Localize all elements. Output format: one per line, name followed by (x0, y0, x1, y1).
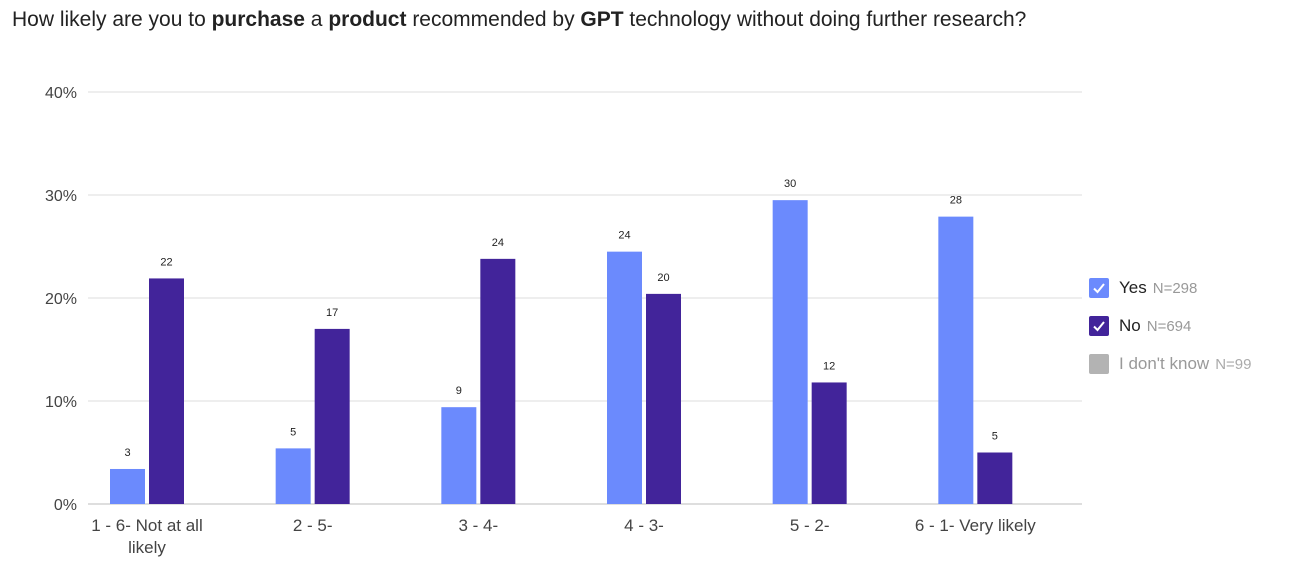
legend-item-yes[interactable]: Yes N=298 (1089, 277, 1251, 299)
x-tick-label: 2 - 5- (293, 516, 333, 535)
x-tick-label: 5 - 2- (790, 516, 830, 535)
data-label: 22 (160, 256, 172, 268)
bar-yes (110, 468, 145, 504)
y-tick-label: 30% (45, 188, 77, 205)
data-label: 5 (290, 426, 296, 438)
legend-count: N=99 (1215, 355, 1252, 373)
data-label: 24 (618, 230, 630, 242)
bar-no (977, 452, 1013, 504)
legend-count: N=298 (1152, 279, 1198, 297)
data-label: 20 (657, 272, 669, 284)
bar-no (811, 382, 847, 504)
bar-yes (607, 251, 642, 504)
x-tick-label: 4 - 3- (624, 516, 664, 535)
data-label: 17 (326, 307, 338, 319)
x-tick-label: 6 - 1- Very likely (915, 516, 1036, 535)
legend-item-no[interactable]: No N=694 (1089, 315, 1251, 337)
legend-label: Yes (1119, 278, 1147, 297)
y-tick-label: 0% (54, 497, 77, 514)
data-label: 3 (124, 447, 130, 459)
title-part: GPT (580, 8, 624, 31)
legend-checkbox-checked[interactable] (1089, 278, 1109, 298)
bar-yes (441, 407, 477, 504)
legend: Yes N=298 No N=694 I don't know N=99 (1089, 277, 1251, 391)
check-icon (1093, 283, 1105, 294)
title-part: product (328, 8, 407, 31)
data-label: 24 (492, 237, 504, 249)
x-tick-label: 3 - 4- (458, 516, 498, 535)
x-tick-label: likely (128, 538, 166, 557)
bar-no (314, 328, 350, 504)
y-tick-label: 10% (45, 394, 77, 411)
data-label: 5 (992, 431, 998, 443)
title-part: How likely are you to (12, 8, 212, 31)
legend-checkbox-checked[interactable] (1089, 316, 1109, 336)
chart-title: How likely are you to purchase a product… (12, 8, 1026, 32)
legend-item-i-don-t-know[interactable]: I don't know N=99 (1089, 353, 1251, 375)
legend-count: N=694 (1146, 317, 1192, 335)
y-tick-label: 20% (45, 291, 77, 308)
legend-checkbox[interactable] (1089, 354, 1109, 374)
data-label: 9 (456, 385, 462, 397)
y-tick-label: 40% (45, 85, 77, 102)
data-label: 12 (823, 360, 835, 372)
title-part: recommended by (406, 8, 581, 31)
legend-label: I don't know (1119, 354, 1210, 373)
bar-no (646, 293, 681, 504)
bar-yes (275, 448, 311, 504)
data-label: 30 (784, 178, 796, 190)
title-part: a (304, 8, 329, 31)
title-part: technology without doing further researc… (623, 8, 1027, 31)
bar-no (480, 258, 516, 504)
legend-label: No (1119, 316, 1141, 335)
bar-yes (772, 200, 808, 504)
bar-yes (938, 216, 974, 504)
title-part: purchase (211, 8, 305, 31)
check-icon (1093, 321, 1105, 332)
x-tick-label: 1 - 6- Not at all (91, 516, 203, 535)
data-label: 28 (950, 195, 962, 207)
bar-no (149, 278, 184, 504)
